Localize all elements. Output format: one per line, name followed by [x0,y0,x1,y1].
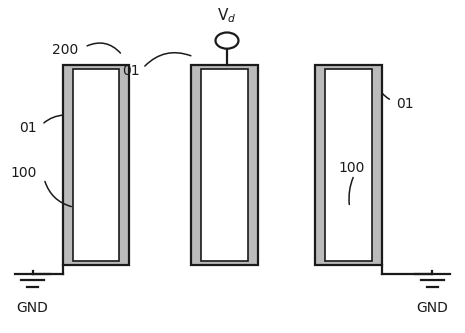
Text: 01: 01 [19,121,37,135]
Bar [326,69,372,261]
Bar [191,65,258,265]
Text: 01: 01 [396,97,413,111]
Bar [315,65,382,265]
Text: 100: 100 [10,166,37,180]
Text: GND: GND [417,301,448,315]
FancyArrowPatch shape [44,115,63,123]
Bar [62,65,129,265]
Circle shape [215,33,239,49]
FancyArrowPatch shape [87,43,120,53]
FancyArrowPatch shape [349,177,353,204]
FancyArrowPatch shape [145,53,191,66]
Text: 01: 01 [123,64,140,78]
Text: 100: 100 [339,162,365,175]
FancyArrowPatch shape [45,181,71,206]
Bar [73,69,119,261]
Text: V$_d$: V$_d$ [217,7,237,25]
Text: GND: GND [17,301,48,315]
FancyArrowPatch shape [382,93,389,99]
Bar [201,69,248,261]
Text: 200: 200 [52,43,78,57]
